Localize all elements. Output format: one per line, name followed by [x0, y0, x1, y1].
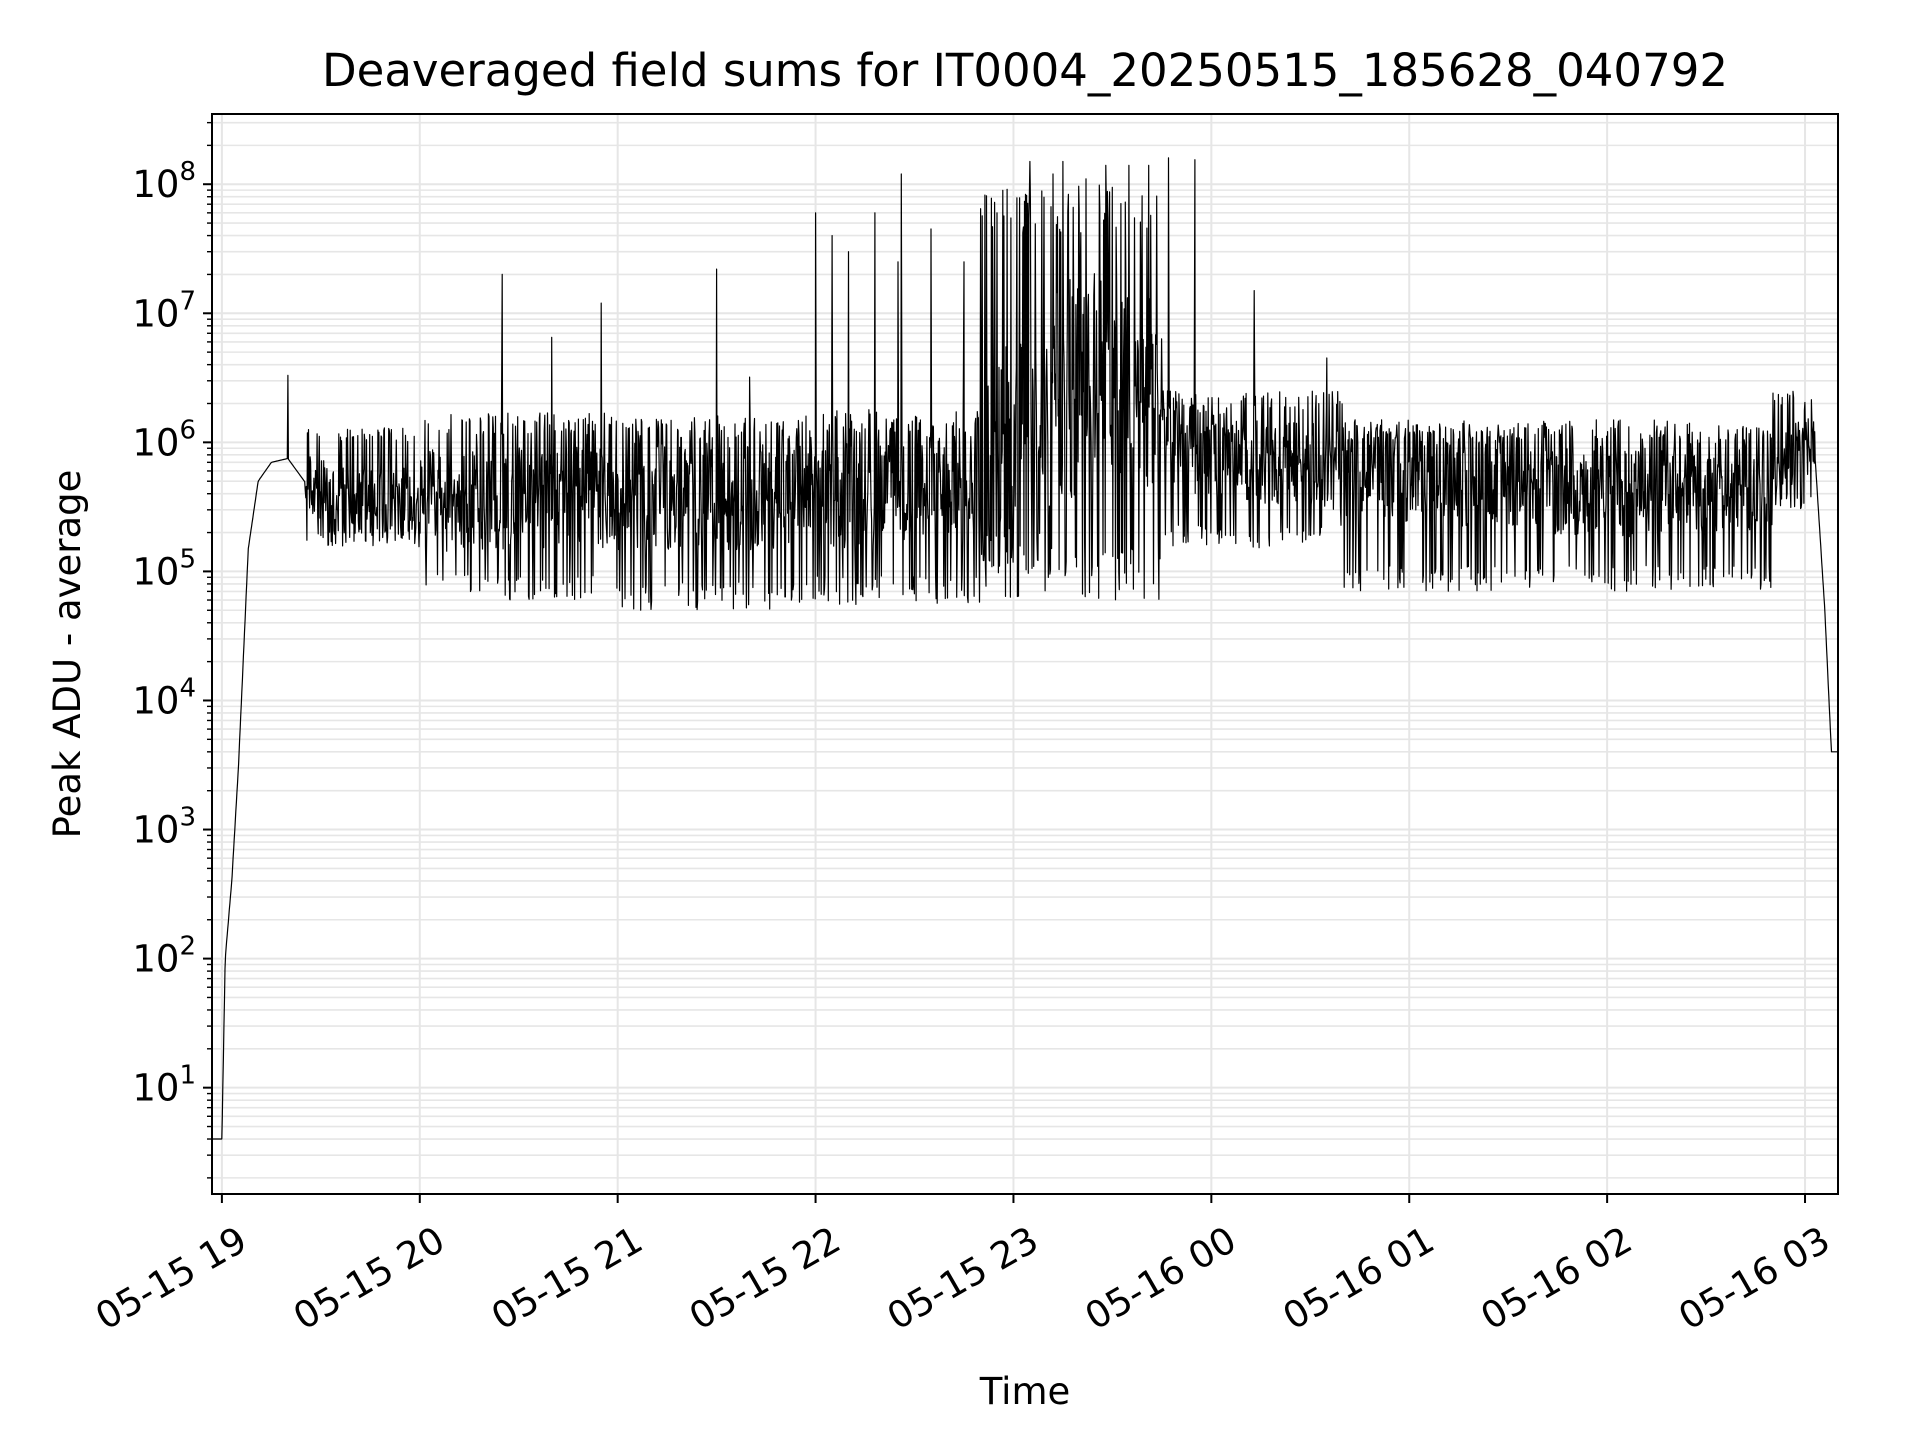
y-tick-label: 104: [132, 673, 196, 722]
y-tick-label: 108: [132, 157, 196, 206]
y-tick-label: 105: [132, 544, 196, 593]
grid: [212, 114, 1838, 1194]
x-axis-label: Time: [979, 1370, 1071, 1413]
y-tick-label: 107: [132, 286, 196, 335]
y-axis-label: Peak ADU - average: [46, 470, 89, 839]
chart-title: Deaveraged field sums for IT0004_2025051…: [322, 44, 1728, 97]
series-line-group: [211, 157, 1839, 1140]
plot-frame: [211, 113, 1839, 1195]
series-line: [211, 157, 1839, 1140]
y-tick-label: 101: [132, 1061, 196, 1110]
y-tick-label: 103: [132, 803, 196, 852]
y-tick-label: 106: [132, 415, 196, 464]
y-tick-label: 102: [132, 932, 196, 981]
